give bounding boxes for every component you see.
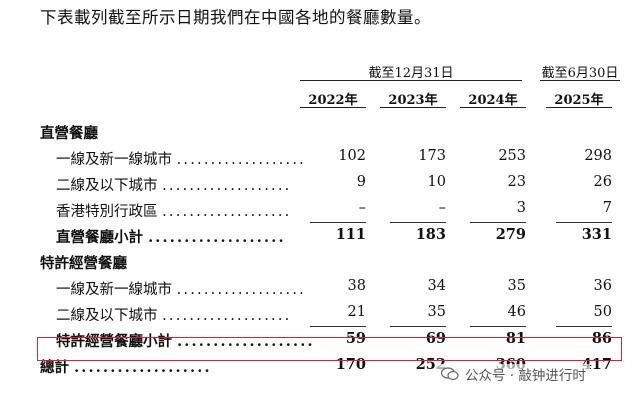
- table-cell: 183: [415, 226, 446, 243]
- subtotal-rule: [310, 326, 366, 327]
- year-2023: 2023年: [388, 93, 438, 108]
- leader-dots: ...................: [162, 308, 292, 324]
- row-label-text: 香港特別行政區: [56, 204, 158, 220]
- table-cell: 81: [505, 330, 526, 347]
- table-cell: 10: [427, 174, 446, 190]
- watermark-text: 公众号 · 敲钟进行时: [465, 368, 586, 384]
- header-group-jun30-rule: [540, 80, 620, 81]
- leader-dots: ...................: [162, 178, 292, 194]
- row-label: 一線及新一線城市 ...................: [56, 278, 306, 299]
- row-label-text: 二線及以下城市: [56, 178, 158, 194]
- table-cell: 331: [581, 226, 612, 243]
- table-cell: –: [358, 200, 366, 216]
- table-cell: 36: [593, 278, 612, 294]
- subtotal-rule: [556, 222, 612, 223]
- table-cell: 46: [507, 304, 526, 320]
- section-heading: 特許經營餐廳: [40, 252, 127, 273]
- total-label: 總計 ...................: [40, 356, 212, 377]
- row-label: 一線及新一線城市 ...................: [56, 148, 306, 169]
- leader-dots: ...................: [162, 204, 292, 220]
- row-label-text: 直營餐廳小計: [56, 229, 143, 246]
- leader-dots: ...................: [176, 152, 306, 168]
- row-label: 直營餐廳小計 ...................: [56, 226, 286, 247]
- leader-dots: ...................: [176, 282, 306, 298]
- table-cell: 7: [602, 200, 612, 216]
- table-cell: 9: [356, 174, 366, 190]
- watermark: 公众号 · 敲钟进行时: [437, 364, 590, 384]
- row-label: 二線及以下城市 ...................: [56, 174, 291, 195]
- year-2023-rule: [380, 107, 446, 108]
- table-cell: 38: [347, 278, 366, 294]
- row-label-text: 特許經營餐廳: [40, 255, 127, 272]
- intro-text: 下表載列截至所示日期我們在中國各地的餐廳數量。: [40, 8, 431, 27]
- year-2024: 2024年: [468, 93, 518, 108]
- table-cell: 35: [507, 278, 526, 294]
- franchise-subtotal-highlight: [37, 337, 622, 361]
- table-cell: –: [438, 200, 446, 216]
- leader-dots: ...................: [148, 229, 286, 246]
- subtotal-rule: [390, 326, 446, 327]
- section-heading: 直營餐廳: [40, 122, 98, 143]
- leader-dots: ...................: [74, 359, 212, 376]
- table-cell: 111: [335, 226, 366, 243]
- table-cell: 23: [507, 174, 526, 190]
- year-2025-rule: [546, 107, 612, 108]
- table-cell: 34: [427, 278, 446, 294]
- table-cell: 26: [593, 174, 612, 190]
- table-cell: 173: [418, 148, 446, 164]
- table-cell: 86: [591, 330, 612, 347]
- subtotal-rule: [470, 222, 526, 223]
- row-label-text: 直營餐廳: [40, 125, 98, 142]
- subtotal-rule: [310, 222, 366, 223]
- table-cell: 35: [427, 304, 446, 320]
- row-label-text: 一線及新一線城市: [56, 152, 172, 168]
- table-cell: 298: [584, 148, 612, 164]
- subtotal-rule: [390, 222, 446, 223]
- row-label-text: 總計: [40, 359, 69, 376]
- subtotal-rule: [556, 326, 612, 327]
- year-2025: 2025年: [554, 93, 604, 108]
- row-label: 二線及以下城市 ...................: [56, 304, 291, 325]
- table-cell: 253: [498, 148, 526, 164]
- row-label-text: 二線及以下城市: [56, 308, 158, 324]
- row-label: 香港特別行政區 ...................: [56, 200, 291, 221]
- header-group-jun30: 截至6月30日: [541, 66, 619, 81]
- year-2024-rule: [460, 107, 526, 108]
- table-cell: 69: [425, 330, 446, 347]
- table-cell: 21: [347, 304, 366, 320]
- table-cell: 279: [495, 226, 526, 243]
- table-cell: 102: [338, 148, 366, 164]
- header-group-dec31: 截至12月31日: [368, 66, 454, 81]
- table-cell: 59: [345, 330, 366, 347]
- wechat-icon: [440, 367, 459, 381]
- row-label-text: 一線及新一線城市: [56, 282, 172, 298]
- table-cell: 50: [593, 304, 612, 320]
- year-2022-rule: [300, 107, 366, 108]
- table-cell: 3: [516, 200, 526, 216]
- year-2022: 2022年: [308, 93, 358, 108]
- subtotal-rule: [470, 326, 526, 327]
- header-group-dec31-rule: [300, 80, 522, 81]
